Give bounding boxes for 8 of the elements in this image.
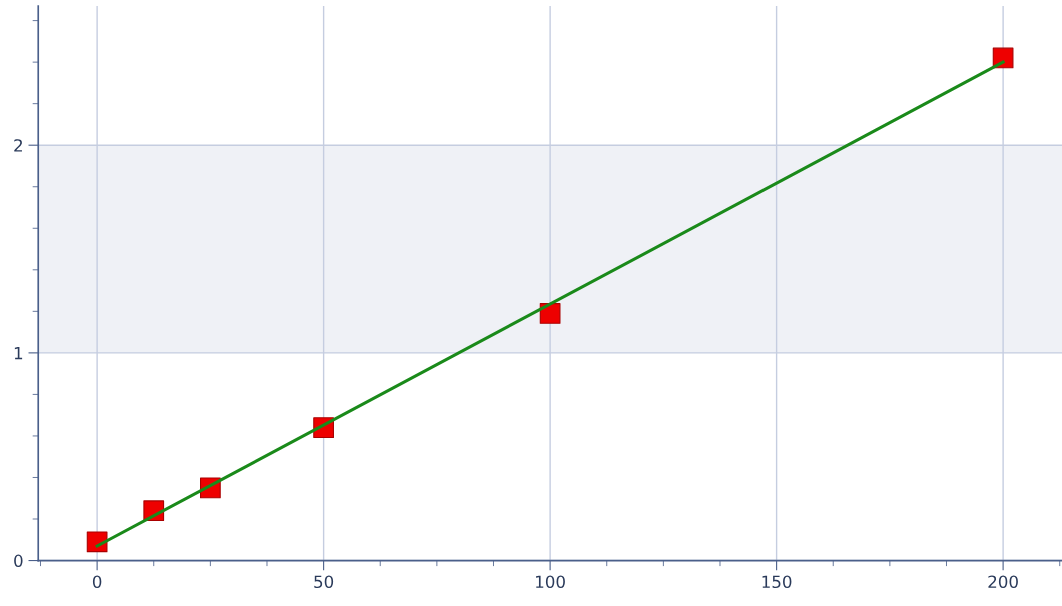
y-tick-label: 1 [14,347,23,360]
y-tick-label: 2 [14,139,22,152]
x-tick-label: 0 [92,575,102,589]
x-tick-label: 150 [762,575,792,589]
y-tick-label: 0 [14,554,23,568]
x-tick-label: 200 [988,575,1018,589]
x-tick-label: 100 [536,575,565,589]
x-tick-label: 50 [314,575,334,589]
